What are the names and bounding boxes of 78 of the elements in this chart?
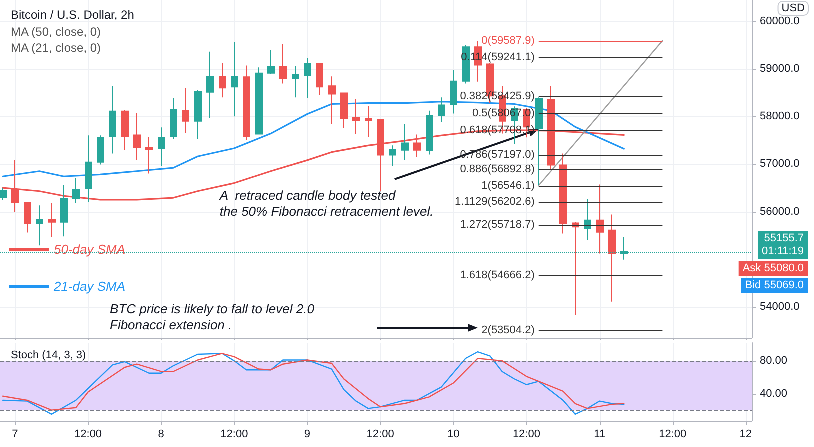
candlestick — [182, 88, 189, 134]
ref-line-label: 55155.7 01:11:19 — [762, 232, 804, 258]
text: Stoch (14, 3, 3) — [11, 350, 86, 362]
candlestick — [365, 106, 372, 138]
x-tick-label: 12:00 — [366, 428, 394, 440]
candlestick — [194, 89, 202, 140]
legend-label: 21-day SMA — [53, 279, 126, 294]
ref-line-label: 1.1129(56202.6) — [454, 196, 535, 208]
ref-line-label: 2(53504.2) — [482, 324, 535, 337]
ref-line-label: 1(56546.1) — [482, 180, 535, 192]
x-tick-label: 12:00 — [74, 428, 102, 440]
candlestick — [438, 97, 445, 123]
annotation: BTC price is likely to fall to level 2.0 Fibonacci extension . — [110, 302, 316, 332]
candlestick — [584, 198, 591, 241]
x-tick-label: 10 — [448, 428, 460, 440]
ref-line-label: 1.618(54666.2) — [460, 269, 535, 282]
candlestick — [279, 44, 287, 84]
y-tick-label: 60000.0 — [760, 15, 800, 28]
candlestick — [596, 184, 604, 254]
candlestick — [535, 97, 543, 186]
candlestick — [219, 62, 226, 98]
y-axis-title: USD — [782, 2, 806, 14]
candlestick — [121, 110, 129, 150]
x-tick-label: 9 — [304, 428, 311, 440]
x-tick-label: 12:00 — [220, 428, 248, 440]
candlestick — [243, 65, 250, 141]
candlestick — [389, 145, 396, 167]
candlestick — [401, 124, 409, 161]
candlestick — [0, 188, 7, 200]
candlestick — [48, 202, 56, 238]
candlestick — [559, 153, 567, 234]
candlestick — [36, 205, 43, 246]
candlestick — [450, 69, 457, 114]
x-tick-label: 12:00 — [512, 428, 540, 440]
candlestick — [85, 135, 92, 203]
candlestick — [158, 127, 165, 167]
candlestick — [170, 98, 177, 140]
candlestick — [145, 136, 153, 174]
candlestick — [328, 76, 336, 125]
annotation: Ask 55080.0 — [742, 262, 804, 275]
ref-line-label: 0.886(56892.8) — [460, 163, 535, 176]
x-tick-label: 8 — [158, 428, 164, 440]
candlestick — [304, 58, 311, 99]
x-tick-label: 7 — [12, 428, 18, 440]
annotation: Bid 55069.0 — [745, 280, 804, 292]
candlestick — [608, 214, 616, 302]
candlestick — [292, 66, 299, 98]
y-tick-label: 56000.0 — [760, 206, 800, 218]
candlestick — [413, 134, 421, 158]
text: MA (50, close, 0) MA (21, close, 0) — [11, 25, 102, 55]
candlestick — [316, 62, 323, 96]
y-tick-label: 57000.0 — [760, 158, 800, 170]
candlestick — [206, 51, 214, 120]
candlestick — [572, 222, 579, 316]
candlestick — [352, 98, 360, 135]
y-tick-label: 59000.0 — [760, 63, 800, 76]
x-tick-label: 12:00 — [659, 428, 687, 440]
y-tick-label: 40.00 — [760, 388, 788, 400]
candlestick — [426, 110, 433, 156]
text: Bitcoin / U.S. Dollar, 2h — [11, 8, 134, 22]
candlestick — [24, 202, 31, 234]
candlestick — [267, 50, 275, 75]
ref-line-label: 1.272(55718.7) — [460, 219, 535, 232]
y-tick-label: 80.00 — [760, 355, 788, 368]
candlestick — [340, 92, 348, 130]
candlestick — [109, 86, 116, 154]
candlestick — [97, 135, 104, 166]
candlestick — [231, 42, 238, 118]
ref-line-label: 0(59587.9) — [482, 35, 535, 48]
annotation: A retraced candle body tested the 50% Fibonacci retracement level. — [218, 188, 434, 219]
x-tick-label: 12 — [740, 428, 752, 440]
candlestick — [72, 178, 80, 204]
x-tick-label: 11 — [594, 428, 606, 440]
y-tick-label: 58000.0 — [760, 110, 800, 123]
candlestick — [255, 67, 263, 136]
candlestick — [60, 184, 68, 238]
y-tick-label: 54000.0 — [760, 301, 800, 314]
candlestick — [133, 112, 141, 161]
